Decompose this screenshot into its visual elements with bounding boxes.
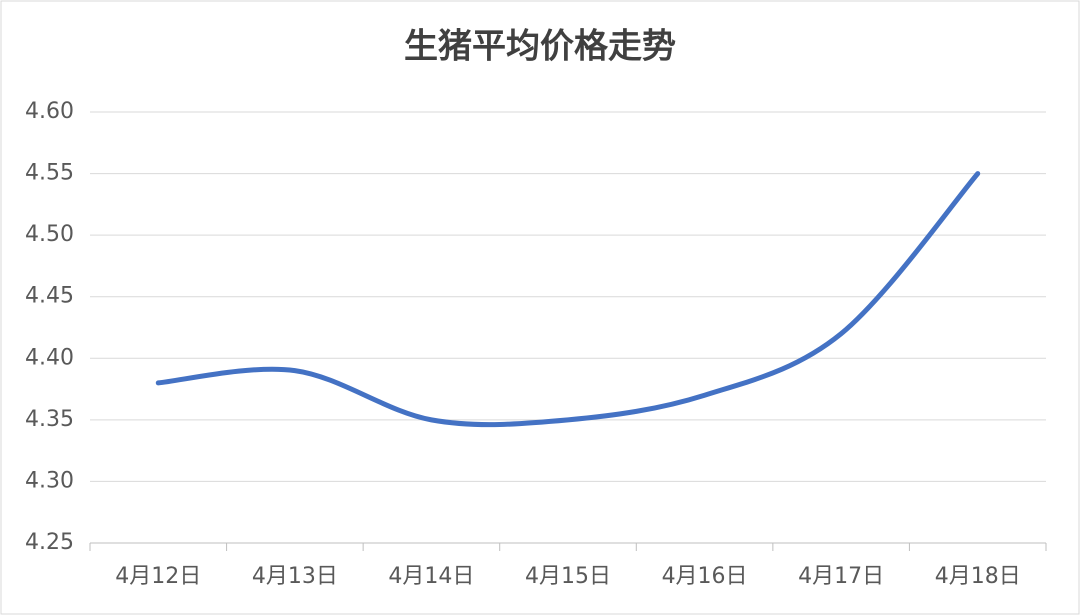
x-tick-label: 4月13日 (252, 564, 338, 589)
y-tick-label: 4.25 (25, 530, 74, 555)
y-tick-label: 4.30 (25, 468, 74, 493)
x-tick-label: 4月12日 (115, 564, 201, 589)
y-tick-label: 4.50 (25, 222, 74, 247)
y-tick-label: 4.45 (25, 284, 74, 309)
x-tick-label: 4月17日 (798, 564, 884, 589)
x-tick-label: 4月15日 (525, 564, 611, 589)
x-tick-label: 4月18日 (935, 564, 1021, 589)
x-tick-label: 4月16日 (662, 564, 748, 589)
line (155, 171, 981, 428)
y-tick-label: 4.35 (25, 407, 74, 432)
x-tick-label: 4月14日 (388, 564, 474, 589)
y-tick-label: 4.60 (25, 99, 74, 124)
y-tick-label: 4.55 (25, 161, 74, 186)
y-tick-label: 4.40 (25, 345, 74, 370)
chart-title: 生猪平均价格走势 (404, 27, 676, 67)
